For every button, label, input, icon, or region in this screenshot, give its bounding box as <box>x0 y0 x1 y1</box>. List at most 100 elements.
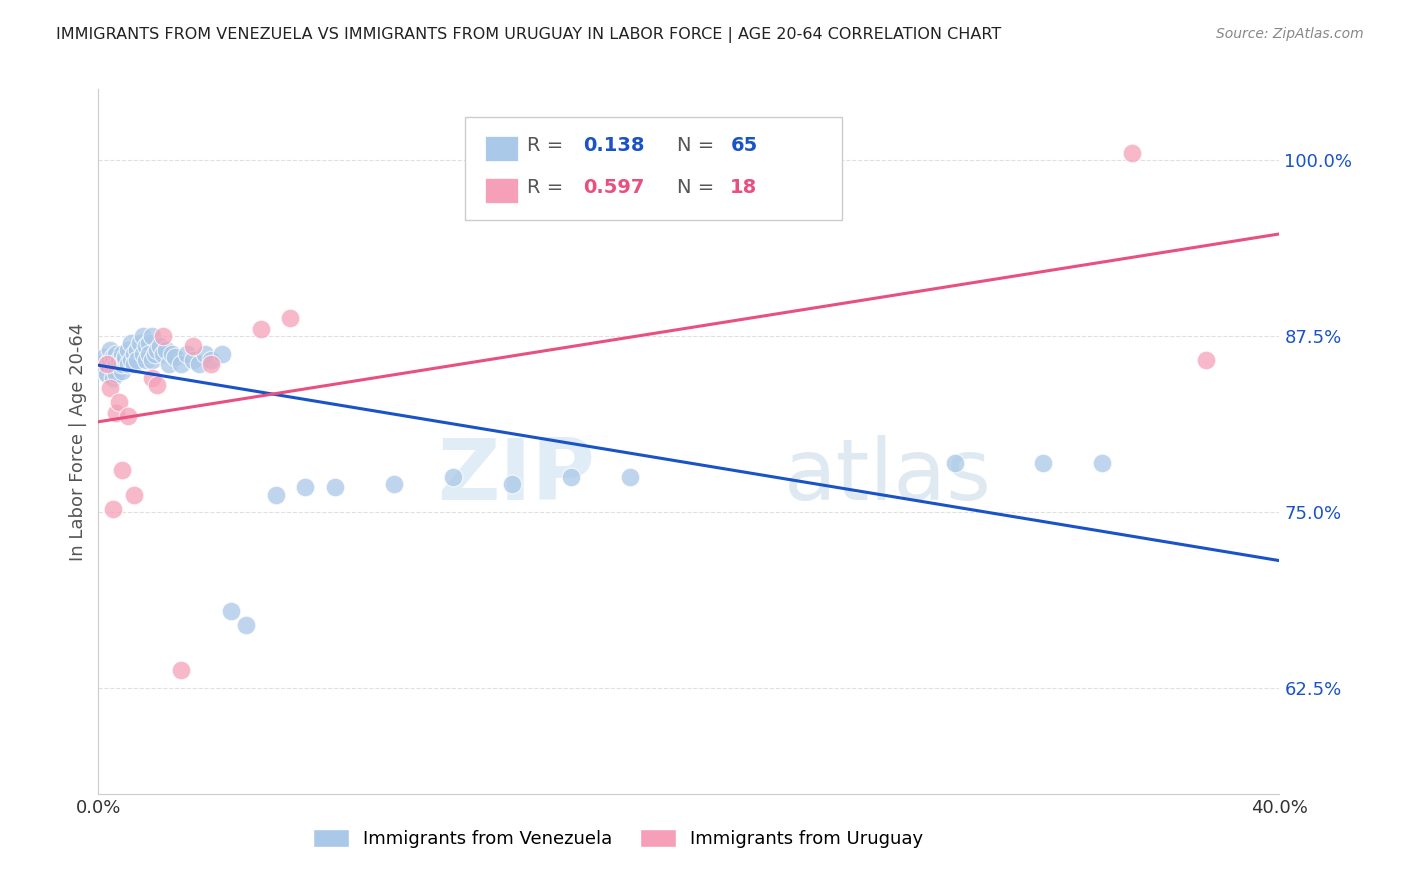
Point <box>117 357 139 371</box>
Text: 0.597: 0.597 <box>582 178 644 197</box>
Point <box>105 367 128 381</box>
Point <box>264 488 287 502</box>
Point <box>1091 456 1114 470</box>
Y-axis label: In Labor Force | Age 20-64: In Labor Force | Age 20-64 <box>69 322 87 561</box>
Point <box>155 343 177 357</box>
Point <box>120 352 142 367</box>
Text: IMMIGRANTS FROM VENEZUELA VS IMMIGRANTS FROM URUGUAY IN LABOR FORCE | AGE 20-64 : IMMIGRANTS FROM VENEZUELA VS IMMIGRANTS … <box>56 27 1001 43</box>
Point <box>103 371 125 385</box>
Point <box>170 357 193 371</box>
Point <box>93 350 115 364</box>
Point <box>96 357 118 371</box>
Point <box>132 347 155 361</box>
Point <box>943 456 966 470</box>
Point <box>96 367 118 381</box>
Point <box>619 469 641 483</box>
Point <box>1032 456 1054 470</box>
Point <box>111 463 134 477</box>
Point <box>181 352 204 367</box>
Point <box>98 381 121 395</box>
Point <box>117 343 139 357</box>
Point <box>90 357 112 371</box>
Point <box>135 339 157 353</box>
Point <box>211 347 233 361</box>
Point <box>235 617 257 632</box>
Point <box>111 357 134 371</box>
Text: ZIP: ZIP <box>437 435 595 518</box>
Point <box>111 347 134 361</box>
Point <box>98 352 121 367</box>
Point <box>125 352 148 367</box>
Point <box>114 350 136 364</box>
Point <box>108 395 131 409</box>
Point <box>152 347 174 361</box>
Point <box>105 347 128 361</box>
Text: 65: 65 <box>730 136 758 155</box>
Text: atlas: atlas <box>783 435 991 518</box>
Point <box>1121 145 1143 160</box>
Point <box>125 343 148 357</box>
Point <box>560 469 582 483</box>
Text: R =: R = <box>527 178 569 197</box>
Point <box>146 378 169 392</box>
Point <box>143 347 166 361</box>
Legend: Immigrants from Venezuela, Immigrants from Uruguay: Immigrants from Venezuela, Immigrants fr… <box>305 822 931 855</box>
Point <box>108 352 131 367</box>
Point <box>323 480 346 494</box>
Text: Source: ZipAtlas.com: Source: ZipAtlas.com <box>1216 27 1364 41</box>
Point <box>141 371 163 385</box>
Point <box>194 347 217 361</box>
Point <box>128 335 150 350</box>
FancyBboxPatch shape <box>485 136 517 161</box>
Text: 18: 18 <box>730 178 758 197</box>
Point <box>176 347 198 361</box>
Text: R =: R = <box>527 136 569 155</box>
Point <box>120 335 142 350</box>
Point <box>105 357 128 371</box>
Point <box>221 604 243 618</box>
Point <box>294 480 316 494</box>
Point <box>141 329 163 343</box>
Point <box>441 469 464 483</box>
Point <box>108 357 131 371</box>
Point <box>1195 352 1218 367</box>
Point <box>146 343 169 357</box>
Point <box>117 409 139 424</box>
Text: N =: N = <box>678 136 721 155</box>
Point <box>105 406 128 420</box>
Point <box>200 352 222 367</box>
Point <box>122 488 145 502</box>
Point <box>132 329 155 343</box>
Point <box>141 352 163 367</box>
Point <box>122 347 145 361</box>
Point <box>111 364 134 378</box>
Text: 0.138: 0.138 <box>582 136 644 155</box>
Point <box>157 357 180 371</box>
Point <box>135 352 157 367</box>
Point <box>280 310 302 325</box>
Point <box>382 476 405 491</box>
Point <box>98 343 121 357</box>
Text: N =: N = <box>678 178 721 197</box>
Point <box>103 502 125 516</box>
Point <box>170 663 193 677</box>
Point <box>200 357 222 371</box>
Point <box>152 329 174 343</box>
FancyBboxPatch shape <box>464 118 842 219</box>
Point <box>138 347 160 361</box>
Point <box>103 361 125 376</box>
Point <box>96 357 118 371</box>
Point <box>501 476 523 491</box>
Point <box>165 350 187 364</box>
Point <box>114 352 136 367</box>
Point <box>103 350 125 364</box>
Point <box>187 357 209 371</box>
Point <box>122 357 145 371</box>
Point <box>162 347 183 361</box>
FancyBboxPatch shape <box>485 178 517 203</box>
Point <box>250 322 273 336</box>
Point <box>138 335 160 350</box>
Point <box>149 339 172 353</box>
Point <box>93 364 115 378</box>
Point <box>181 339 204 353</box>
